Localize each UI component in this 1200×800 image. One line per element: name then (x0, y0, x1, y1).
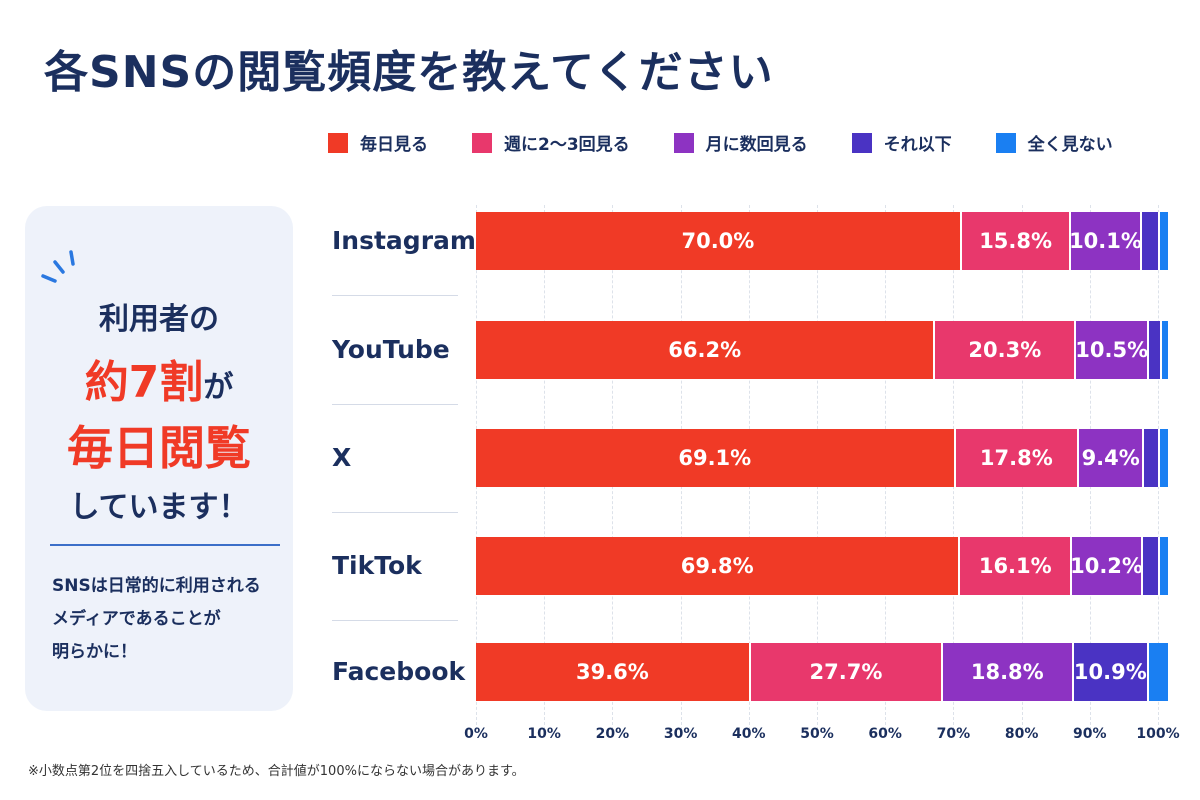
legend-item: 週に2〜3回見る (472, 130, 630, 155)
panel-line-1: 利用者の (99, 302, 219, 337)
legend-label: 週に2〜3回見る (504, 135, 630, 155)
x-tick-label: 80% (1004, 726, 1039, 742)
legend-label: それ以下 (883, 135, 952, 155)
x-tick-label: 10% (527, 726, 561, 742)
bar-segment (1159, 212, 1170, 270)
x-tick-label: 100% (1136, 726, 1180, 742)
x-tick-label: 50% (800, 726, 834, 742)
panel-sub-3: 明らかに！ (52, 642, 137, 662)
bar-segment (1160, 537, 1170, 595)
bar-segment: 10.2% (1070, 537, 1143, 595)
panel-highlight-ratio: 約7割 (84, 357, 204, 408)
bar-segment: 69.8% (476, 537, 961, 595)
legend: 毎日見る 週に2〜3回見る 月に数回見る それ以下 全く見ない (328, 130, 1157, 155)
row-separator (332, 512, 458, 513)
category-label: Instagram (332, 226, 476, 255)
legend-item: それ以下 (851, 130, 952, 155)
bar-segment: 9.4% (1079, 429, 1145, 487)
bar-segment: 10.9% (1073, 643, 1150, 701)
footnote: ※小数点第2位を四捨五入しているため、合計値が100%にならない場合があります。 (28, 764, 525, 779)
bar-segment: 39.6% (476, 643, 751, 701)
x-tick-label: 90% (1073, 726, 1107, 742)
category-label: YouTube (332, 335, 450, 364)
legend-label: 毎日見る (360, 135, 428, 155)
legend-item: 毎日見る (328, 130, 428, 155)
bar-segment: 69.1% (476, 429, 956, 487)
row-separator (332, 295, 458, 296)
bar-segment: 15.8% (961, 212, 1072, 270)
bar-segment: 66.2% (476, 321, 936, 379)
panel-subtext: SNSは日常的に利用される メディアであることが 明らかに！ (52, 570, 261, 669)
panel-line-4: しています！ (69, 490, 249, 525)
bar-segment: 10.1% (1069, 212, 1142, 270)
x-tick-label: 60% (868, 726, 902, 742)
bar-segment (1141, 212, 1160, 270)
bar-segment: 27.7% (750, 643, 944, 701)
category-label: TikTok (332, 551, 422, 580)
legend-swatch (995, 132, 1016, 153)
panel-sub-2: メディアであることが (52, 609, 221, 629)
x-tick-label: 40% (732, 726, 766, 742)
row-separator (332, 404, 458, 405)
x-tick-label: 0% (464, 726, 488, 742)
panel-line-3: 毎日閲覧 (67, 421, 251, 475)
bar-segment: 10.5% (1075, 321, 1150, 379)
legend-item: 全く見ない (995, 130, 1113, 155)
x-tick-label: 70% (936, 726, 971, 742)
legend-label: 全く見ない (1027, 135, 1113, 155)
bar-segment: 16.1% (960, 537, 1073, 595)
bar-segment: 70.0% (476, 212, 962, 270)
emphasis-lines-icon (41, 250, 75, 283)
legend-label: 月に数回見る (705, 135, 808, 155)
bar-segment (1149, 321, 1163, 379)
page-title: 各SNSの閲覧頻度を教えてください (44, 47, 774, 98)
x-tick-label: 30% (663, 726, 698, 742)
bar-segment (1162, 321, 1170, 379)
x-tick-label: 20% (595, 726, 630, 742)
row-separator (332, 620, 458, 621)
legend-swatch (328, 132, 348, 153)
legend-swatch (472, 132, 492, 153)
legend-item: 月に数回見る (673, 130, 808, 155)
panel-particle: が (203, 370, 234, 405)
bar-segment (1142, 537, 1161, 595)
summary-panel: 利用者の 約7割が 毎日閲覧 しています！ SNSは日常的に利用される メディア… (25, 206, 293, 711)
panel-sub-1: SNSは日常的に利用される (52, 576, 261, 596)
legend-swatch (673, 132, 694, 153)
bar-segment (1160, 429, 1170, 487)
panel-divider (50, 544, 280, 546)
bar-segment (1149, 643, 1170, 701)
bar-segment (1144, 429, 1161, 487)
panel-line-2: 約7割が (25, 346, 293, 410)
bar-segment: 17.8% (955, 429, 1080, 487)
bar-segment: 18.8% (943, 643, 1074, 701)
bar-segment: 20.3% (935, 321, 1077, 379)
category-label: Facebook (332, 657, 466, 686)
category-label: X (332, 443, 352, 472)
legend-swatch (851, 132, 872, 153)
